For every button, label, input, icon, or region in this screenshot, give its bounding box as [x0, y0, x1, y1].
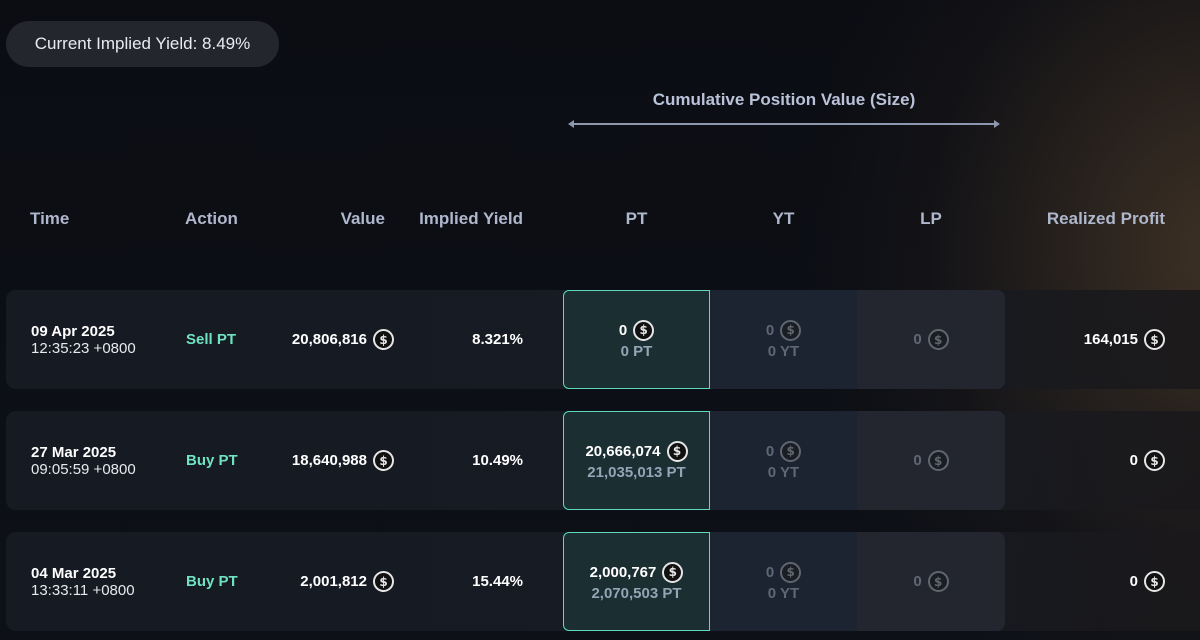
usd-coin-icon: $ [780, 561, 802, 583]
row-yt-size: 0 YT [767, 463, 800, 481]
row-yt-cell: 0 $ 0 YT [710, 411, 857, 510]
table-row[interactable]: 27 Mar 2025 09:05:59 +0800 Buy PT 18,640… [6, 411, 1200, 510]
usd-coin-icon: $ [927, 450, 949, 471]
header-realized-profit[interactable]: Realized Profit [1046, 209, 1165, 228]
row-time-text: 09:05:59 +0800 [31, 460, 136, 478]
row-realized-profit-text: 0 [1129, 452, 1138, 469]
row-value: 2,001,812 $ [300, 532, 394, 631]
row-action: Buy PT [186, 573, 238, 590]
usd-coin-icon: $ [1144, 450, 1165, 471]
row-date: 27 Mar 2025 [31, 443, 117, 461]
header-lp[interactable]: LP [920, 209, 942, 228]
usd-coin-icon: $ [633, 319, 655, 341]
row-action: Buy PT [186, 452, 238, 469]
row-pt-value: 20,666,074 [585, 442, 661, 460]
usd-coin-icon: $ [1144, 329, 1165, 350]
row-lp-cell: 0 $ [857, 532, 1005, 631]
row-yt-cell: 0 $ 0 YT [710, 532, 857, 631]
table-row[interactable]: 04 Mar 2025 13:33:11 +0800 Buy PT 2,001,… [6, 532, 1200, 631]
usd-coin-icon: $ [1144, 571, 1165, 592]
usd-coin-icon: $ [373, 571, 394, 592]
header-yt[interactable]: YT [772, 209, 795, 228]
row-pt-size: 0 PT [620, 342, 653, 360]
header-time[interactable]: Time [30, 209, 70, 228]
usd-coin-icon: $ [662, 561, 684, 583]
row-pt-value: 0 [618, 321, 628, 339]
current-implied-yield-badge: Current Implied Yield: 8.49% [6, 21, 279, 67]
row-lp-value: 0 [913, 452, 922, 469]
row-lp-cell: 0 $ [857, 411, 1005, 510]
row-yt-value: 0 [765, 563, 775, 581]
row-value-text: 18,640,988 [291, 452, 367, 469]
row-lp-value: 0 [913, 573, 922, 590]
header-action[interactable]: Action [185, 209, 238, 228]
header-value[interactable]: Value [340, 209, 385, 228]
usd-coin-icon: $ [927, 571, 949, 592]
row-pt-size: 2,070,503 PT [591, 584, 682, 602]
row-realized-profit: 0 $ [1130, 411, 1165, 510]
row-value-text: 20,806,816 [291, 331, 367, 348]
row-pt-size: 21,035,013 PT [587, 463, 686, 481]
usd-coin-icon: $ [927, 329, 949, 350]
table-row[interactable]: 09 Apr 2025 12:35:23 +0800 Sell PT 20,80… [6, 290, 1200, 389]
row-pt-cell: 0 $ 0 PT [563, 290, 710, 389]
row-pt-value: 2,000,767 [589, 563, 657, 581]
row-lp-value: 0 [913, 331, 922, 348]
usd-coin-icon: $ [373, 450, 394, 471]
row-yt-cell: 0 $ 0 YT [710, 290, 857, 389]
row-yt-value: 0 [765, 442, 775, 460]
row-time: 27 Mar 2025 09:05:59 +0800 [31, 411, 136, 510]
row-value-text: 2,001,812 [300, 573, 367, 590]
row-pt-cell: 2,000,767 $ 2,070,503 PT [563, 532, 710, 631]
row-time: 09 Apr 2025 12:35:23 +0800 [31, 290, 136, 389]
header-pt[interactable]: PT [625, 209, 648, 228]
row-pt-cell: 20,666,074 $ 21,035,013 PT [563, 411, 710, 510]
row-realized-profit-text: 164,015 [1083, 331, 1138, 348]
usd-coin-icon: $ [780, 319, 802, 341]
row-action: Sell PT [186, 331, 237, 348]
current-implied-yield-text: Current Implied Yield: 8.49% [34, 34, 251, 53]
row-value: 20,806,816 $ [292, 290, 394, 389]
usd-coin-icon: $ [780, 440, 802, 462]
header-implied-yield[interactable]: Implied Yield [419, 209, 523, 228]
row-time-text: 13:33:11 +0800 [31, 581, 135, 599]
row-yt-value: 0 [765, 321, 775, 339]
row-date: 09 Apr 2025 [31, 322, 115, 340]
row-yt-size: 0 YT [767, 584, 800, 602]
row-time-text: 12:35:23 +0800 [31, 339, 136, 357]
usd-coin-icon: $ [373, 329, 394, 350]
row-value: 18,640,988 $ [292, 411, 394, 510]
row-yt-size: 0 YT [767, 342, 800, 360]
row-implied-yield: 8.321% [472, 331, 523, 348]
row-implied-yield: 10.49% [472, 452, 523, 469]
usd-coin-icon: $ [666, 440, 688, 462]
cumulative-position-title: Cumulative Position Value (Size) [652, 90, 916, 109]
row-realized-profit-text: 0 [1129, 573, 1138, 590]
row-implied-yield: 15.44% [472, 573, 523, 590]
row-date: 04 Mar 2025 [31, 564, 117, 582]
row-time: 04 Mar 2025 13:33:11 +0800 [31, 532, 135, 631]
row-lp-cell: 0 $ [857, 290, 1005, 389]
row-realized-profit: 164,015 $ [1084, 290, 1165, 389]
cumulative-position-bracket [568, 120, 1000, 128]
row-realized-profit: 0 $ [1130, 532, 1165, 631]
